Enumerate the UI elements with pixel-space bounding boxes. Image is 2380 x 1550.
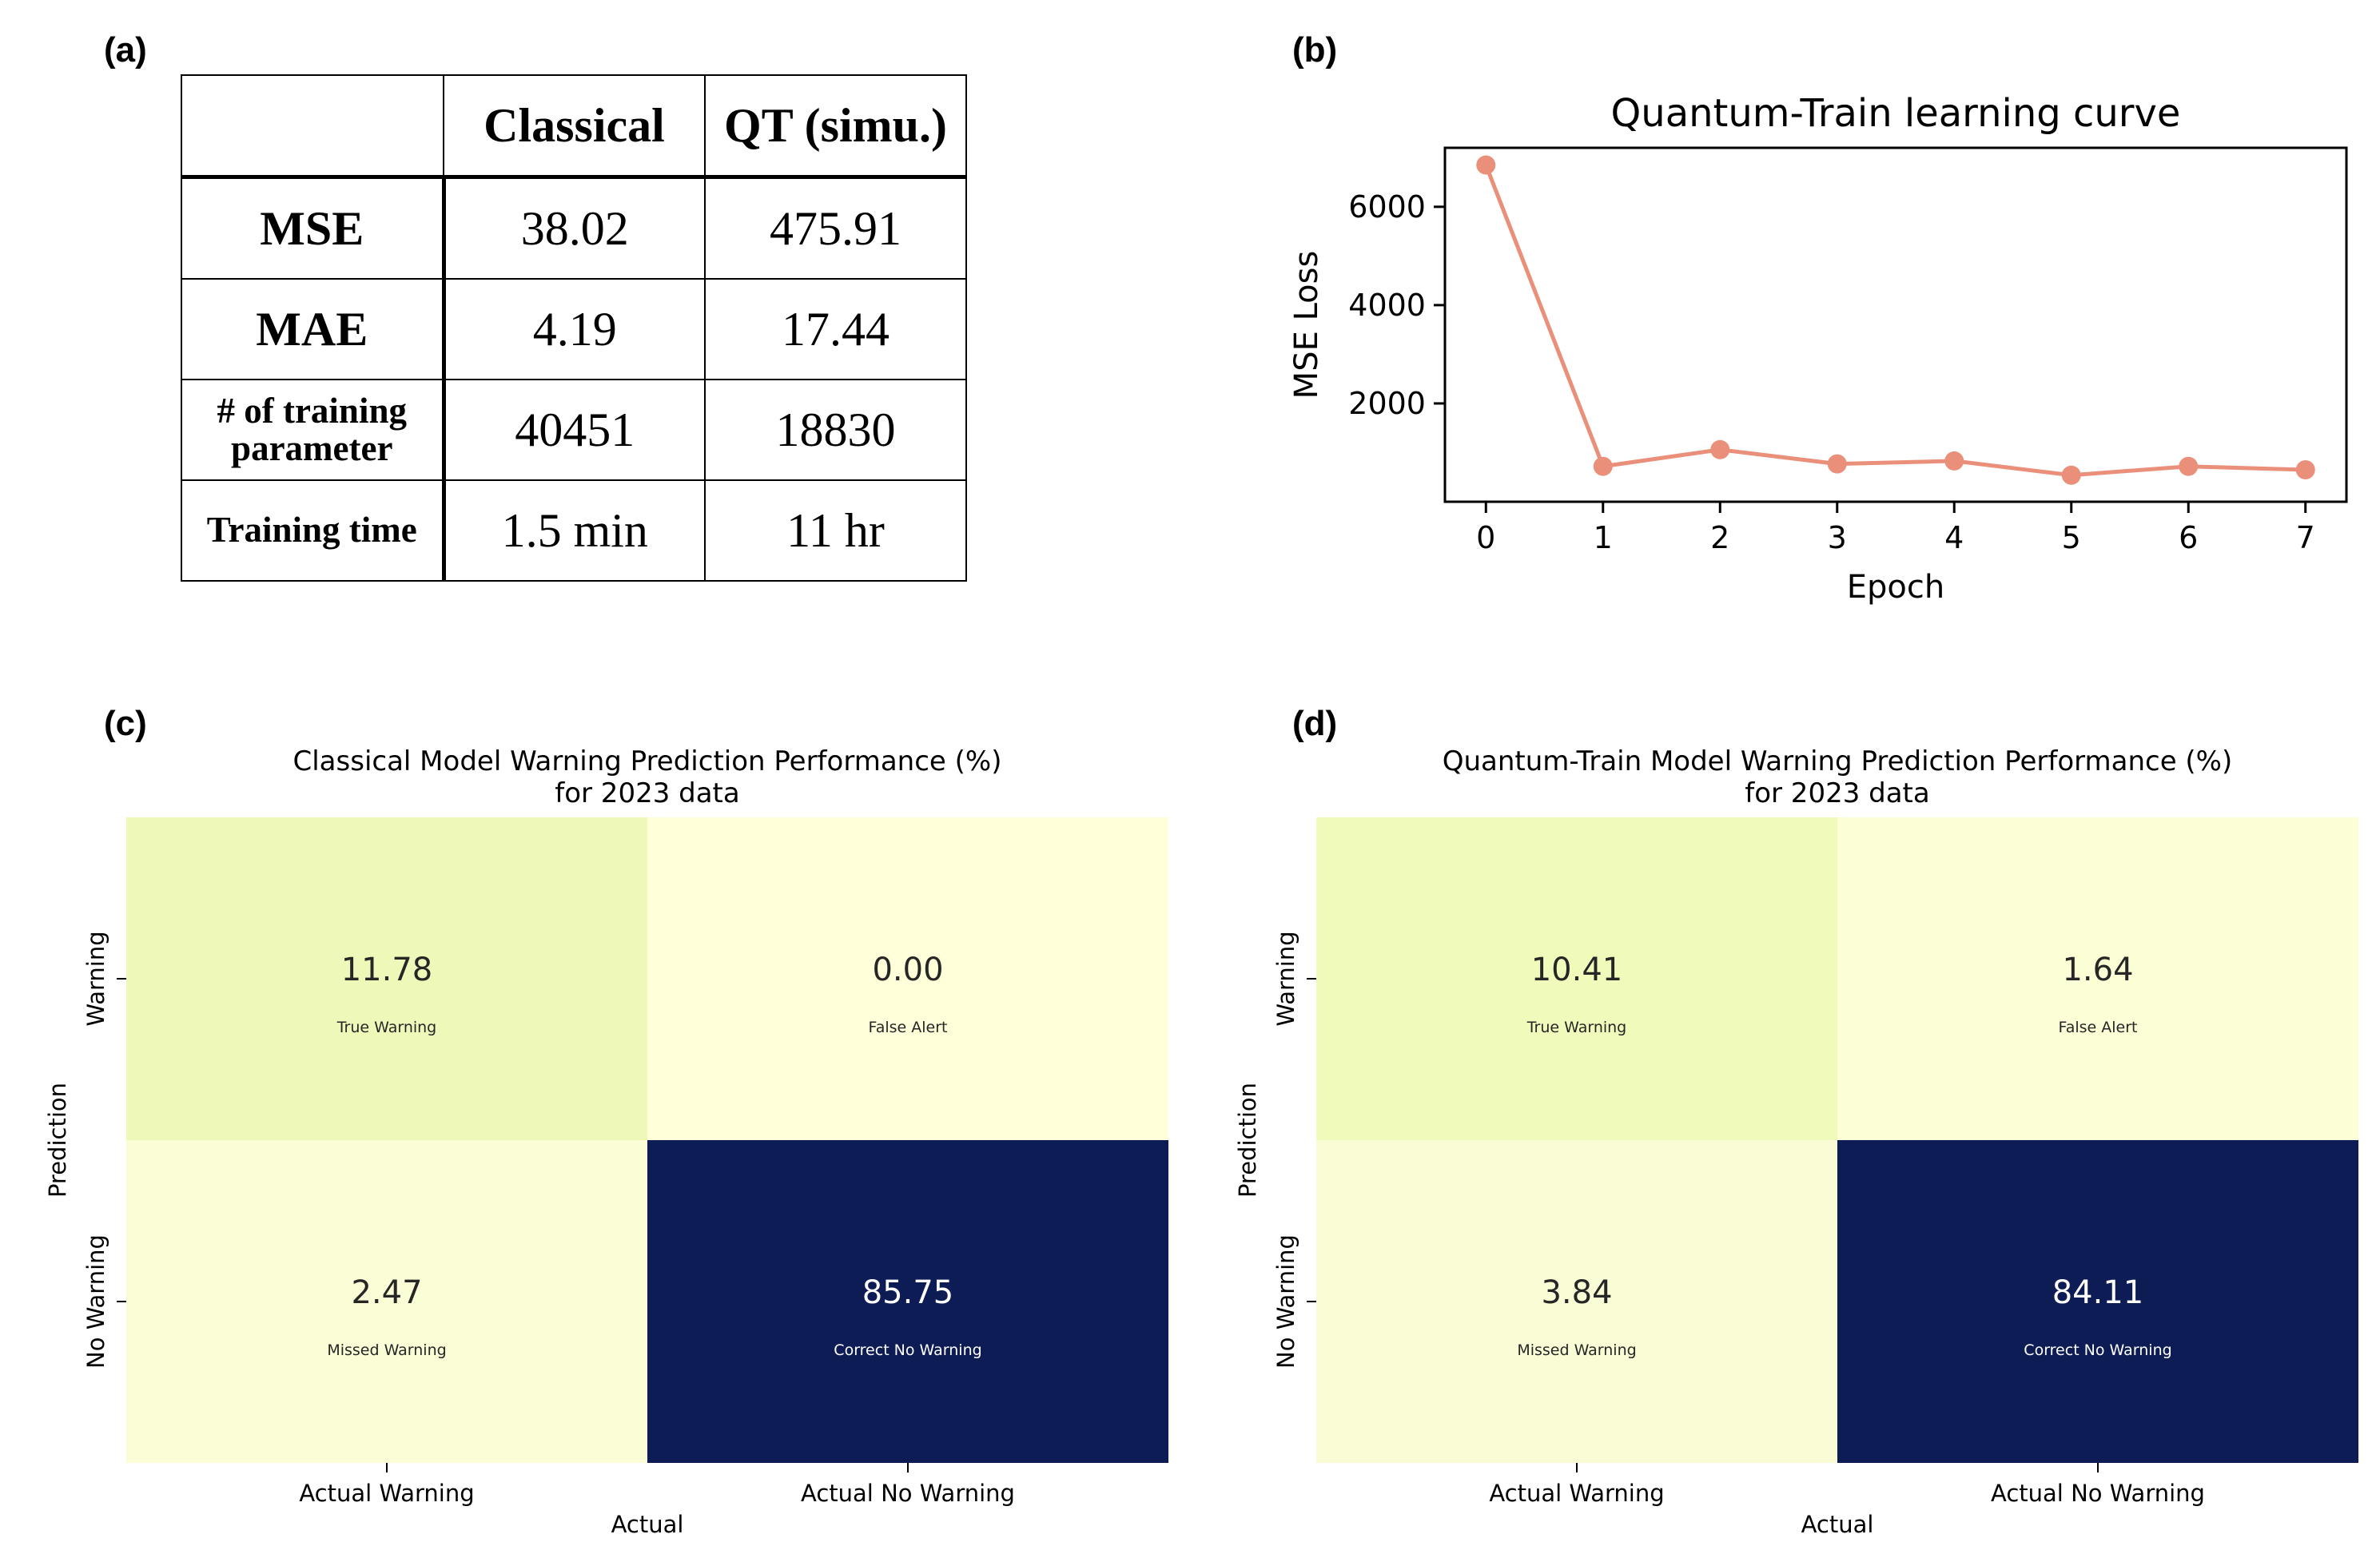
cell-annotation: True Warning <box>1526 1019 1627 1036</box>
table-header-row: Classical QT (simu.) <box>181 74 967 179</box>
table-header-cell <box>181 74 444 179</box>
data-point <box>1944 451 1964 471</box>
classical-heatmap: 11.78 True Warning 0.00 False Alert 2.47 Miss… <box>44 745 1168 1538</box>
y-tick-label: 2000 <box>1348 386 1426 421</box>
y-tick-label: No Warning <box>82 1234 109 1369</box>
row-metric-label: # of training parameter <box>181 379 446 481</box>
table-row: MSE 38.02 475.91 <box>181 176 967 280</box>
qt-value: 475.91 <box>704 176 967 280</box>
heatmap-cell <box>1316 1140 1837 1463</box>
results-table: Classical QT (simu.) MSE 38.02 475.91 MA… <box>181 74 967 582</box>
heatmap-cell <box>1837 1140 2358 1463</box>
y-axis-label: Prediction <box>1234 1083 1261 1198</box>
chart-subtitle: for 2023 data <box>1745 777 1929 809</box>
x-axis-label: Actual <box>1801 1511 1874 1538</box>
x-tick-label: 6 <box>2179 520 2198 555</box>
cell-annotation: True Warning <box>336 1019 437 1036</box>
qt-value: 11 hr <box>704 479 967 582</box>
row-metric-label: MSE <box>181 176 446 280</box>
y-axis-label: MSE Loss <box>1288 251 1325 399</box>
x-tick-label: 1 <box>1594 520 1613 555</box>
table-row: MAE 4.19 17.44 <box>181 278 967 380</box>
heatmap-cell <box>1837 817 2358 1140</box>
data-point <box>2061 465 2081 485</box>
data-point <box>1827 454 1847 474</box>
quantum-heatmap: 10.41 True Warning 1.64 False Alert 3.84 Miss… <box>1234 745 2358 1538</box>
x-tick-label: 2 <box>1710 520 1729 555</box>
y-tick-label: 4000 <box>1348 288 1426 323</box>
data-point <box>1593 456 1613 476</box>
panel-label-c: (c) <box>104 704 147 743</box>
x-axis-label: Actual <box>611 1511 684 1538</box>
x-tick-label: Actual No Warning <box>1991 1480 2205 1507</box>
data-point <box>2295 460 2315 480</box>
cell-annotation: Correct No Warning <box>2024 1341 2171 1359</box>
x-tick-label: 3 <box>1828 520 1847 555</box>
x-tick-label: 5 <box>2062 520 2081 555</box>
heatmap-cell <box>647 1140 1168 1463</box>
chart-title: Quantum-Train learning curve <box>1611 91 2181 136</box>
y-tick-label: 6000 <box>1348 189 1426 225</box>
heatmap-cell <box>126 1140 647 1463</box>
y-tick-label: No Warning <box>1272 1234 1299 1369</box>
cell-value: 2.47 <box>351 1274 422 1311</box>
x-tick-label: Actual Warning <box>299 1480 474 1507</box>
cell-value: 0.00 <box>872 952 943 988</box>
cell-annotation: Missed Warning <box>327 1341 446 1359</box>
x-axis-label: Epoch <box>1847 569 1944 606</box>
data-point <box>1476 155 1496 175</box>
panel-label-d: (d) <box>1292 704 1338 743</box>
cell-value: 1.64 <box>2062 952 2133 988</box>
heatmap-cell <box>1316 817 1837 1140</box>
x-tick-label: 7 <box>2296 520 2315 555</box>
cell-annotation: Missed Warning <box>1517 1341 1636 1359</box>
panel-label-b: (b) <box>1292 30 1338 70</box>
cell-annotation: Correct No Warning <box>834 1341 981 1359</box>
row-metric-label: MAE <box>181 278 446 380</box>
series-line <box>1483 164 2306 478</box>
x-tick-label: 4 <box>1944 520 1964 555</box>
qt-value: 17.44 <box>704 278 967 380</box>
cell-value: 85.75 <box>862 1274 954 1311</box>
table-row: Training time 1.5 min 11 hr <box>181 479 967 582</box>
cell-value: 84.11 <box>2052 1274 2144 1311</box>
data-point <box>2179 456 2199 476</box>
y-tick-label: Warning <box>1272 931 1299 1026</box>
classical-value: 38.02 <box>443 176 706 280</box>
cell-annotation: False Alert <box>869 1019 948 1036</box>
x-tick-label: Actual Warning <box>1489 1480 1664 1507</box>
cell-value: 10.41 <box>1531 952 1623 988</box>
x-tick-label: 0 <box>1476 520 1495 555</box>
cell-value: 11.78 <box>341 952 433 988</box>
cell-value: 3.84 <box>1541 1274 1612 1311</box>
heatmap-cell <box>126 817 647 1140</box>
heatmap-cell <box>647 817 1168 1140</box>
table-header-cell: Classical <box>443 74 706 179</box>
qt-value: 18830 <box>704 379 967 481</box>
chart-title: Quantum-Train Model Warning Prediction P… <box>1443 745 2233 777</box>
y-axis-label: Prediction <box>44 1083 71 1198</box>
classical-value: 4.19 <box>443 278 706 380</box>
chart-title: Classical Model Warning Prediction Perfo… <box>293 745 1002 777</box>
classical-value: 40451 <box>443 379 706 481</box>
classical-value: 1.5 min <box>443 479 706 582</box>
chart-subtitle: for 2023 data <box>555 777 739 809</box>
data-point <box>1710 439 1730 459</box>
row-metric-label: Training time <box>181 479 446 582</box>
plot-frame <box>1443 146 2348 503</box>
cell-annotation: False Alert <box>2059 1019 2138 1036</box>
x-tick-label: Actual No Warning <box>801 1480 1015 1507</box>
y-tick-label: Warning <box>82 931 109 1026</box>
table-header-cell: QT (simu.) <box>704 74 967 179</box>
panel-label-a: (a) <box>104 30 147 70</box>
table-row: # of training parameter 40451 18830 <box>181 379 967 481</box>
